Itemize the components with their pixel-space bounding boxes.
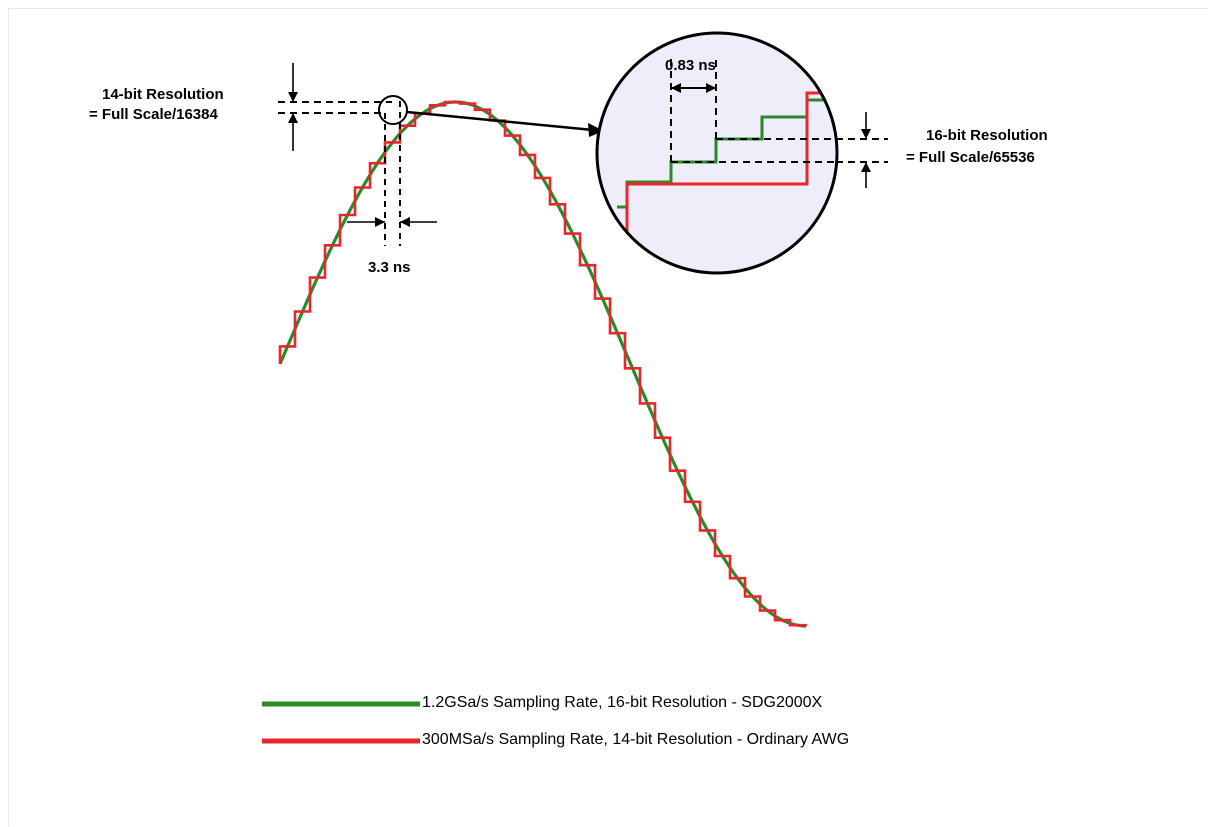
- time-coarse-label: 3.3 ns: [368, 259, 411, 276]
- legend-label-sine: 1.2GSa/s Sampling Rate, 16-bit Resolutio…: [422, 694, 823, 711]
- res16-dimension: [836, 112, 888, 188]
- time-coarse-dimension: [347, 101, 437, 246]
- res14-label-line2: = Full Scale/16384: [89, 106, 218, 123]
- stepped-waveform: [278, 100, 808, 627]
- res16-label-line1: 16-bit Resolution: [926, 127, 1048, 144]
- time-fine-label: 0.83 ns: [665, 57, 716, 74]
- zoom-arrow: [406, 110, 604, 137]
- diagram-frame: [8, 8, 1208, 826]
- res14-dimension: [278, 63, 392, 151]
- legend-label-stepped: 300MSa/s Sampling Rate, 14-bit Resolutio…: [422, 731, 850, 748]
- res16-label-line2: = Full Scale/65536: [906, 149, 1035, 166]
- zoom-region-marker: [378, 95, 408, 125]
- magnifier: [595, 31, 839, 275]
- res14-label-line1: 14-bit Resolution: [102, 86, 224, 103]
